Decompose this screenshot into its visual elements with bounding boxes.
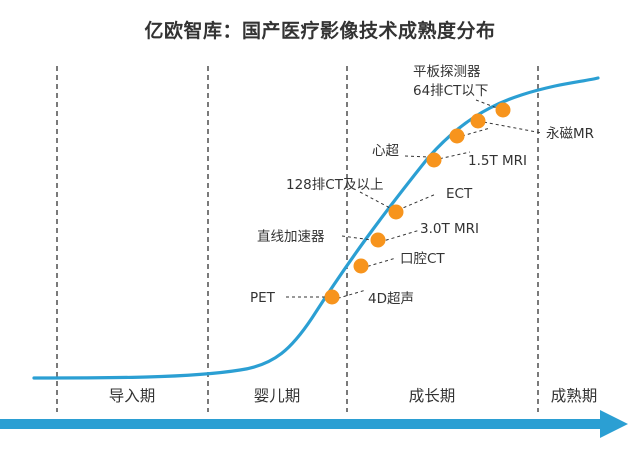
phase-labels: 导入期 婴儿期 成长期 成熟期 <box>109 387 598 405</box>
dot-ect <box>426 152 442 168</box>
label-heart-ultrasound: 心超 <box>372 143 399 159</box>
phase-dividers <box>56 66 539 412</box>
timeline-arrow <box>0 410 628 438</box>
diagram-title: 亿欧智库：国产医疗影像技术成熟度分布 <box>144 20 496 42</box>
leader-heart <box>404 155 431 158</box>
dot-oral-ct <box>370 232 386 248</box>
timeline-arrowhead <box>600 410 628 438</box>
maturity-curve <box>32 76 600 380</box>
label-15t-mri: 1.5T MRI <box>468 153 527 169</box>
phase-introduction: 导入期 <box>109 387 156 405</box>
leader-perm-mr <box>477 120 543 134</box>
technology-dots <box>324 102 511 305</box>
dot-pet <box>324 289 340 305</box>
leader-ect <box>397 193 437 211</box>
label-perm-mr: 永磁MR <box>546 126 594 142</box>
leader-linac <box>341 235 373 241</box>
label-128ct: 128排CT及以上 <box>286 177 383 193</box>
label-flat-panel: 平板探测器 <box>413 64 481 80</box>
label-pet: PET <box>250 290 276 306</box>
label-oral-ct: 口腔CT <box>400 251 445 267</box>
phase-growth: 成长期 <box>409 387 456 405</box>
phase-infancy: 婴儿期 <box>254 387 301 405</box>
leader-1 <box>461 127 491 137</box>
dot-4d-ultrasound <box>353 258 369 274</box>
label-64ct: 64排CT以下 <box>413 83 488 99</box>
label-leaders <box>286 99 543 301</box>
label-3t-mri: 3.0T MRI <box>420 221 479 237</box>
leader-64ct <box>475 99 503 111</box>
label-linac: 直线加速器 <box>257 229 325 245</box>
dot-15t-mri <box>449 128 465 144</box>
leader-3t <box>379 229 421 243</box>
dot-3t-mri <box>388 204 404 220</box>
technology-labels: 平板探测器 64排CT以下 永磁MR 心超 1.5T MRI 128排CT及以上… <box>250 64 594 307</box>
phase-maturity: 成熟期 <box>551 387 598 405</box>
dot-perm-mr <box>470 113 486 129</box>
label-ect: ECT <box>446 186 473 202</box>
leader-128ct <box>359 191 391 209</box>
dot-64ct <box>495 102 511 118</box>
label-4d-ultrasound: 4D超声 <box>368 291 414 307</box>
timeline-bar <box>0 419 606 429</box>
